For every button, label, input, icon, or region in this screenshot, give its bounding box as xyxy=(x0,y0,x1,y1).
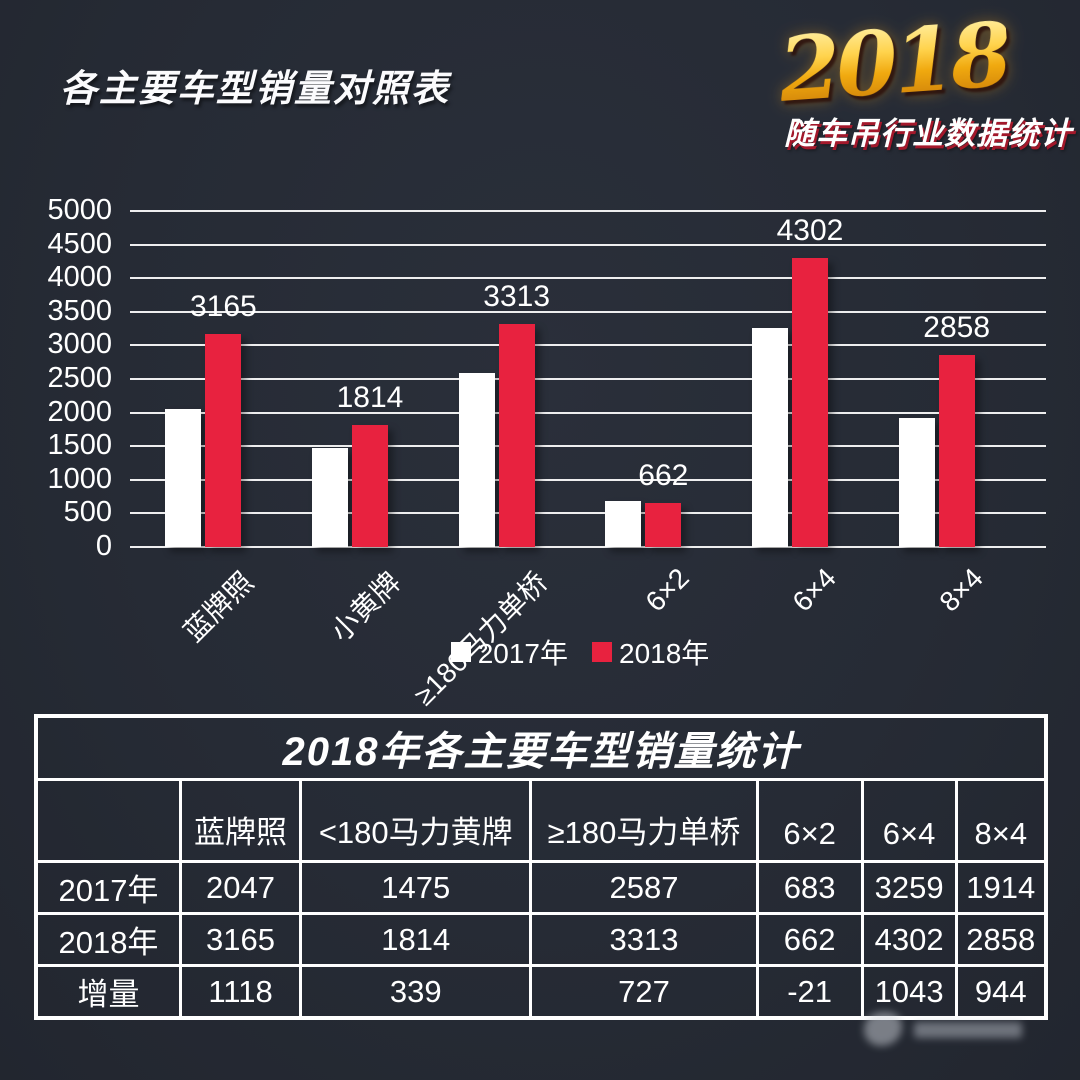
value-cell: 4302 xyxy=(860,912,958,967)
logo-2018: 2018 xyxy=(775,2,1012,122)
y-axis-tick-label: 2500 xyxy=(47,362,112,394)
watermark-text-blur xyxy=(914,1022,1022,1038)
y-axis-tick-label: 2000 xyxy=(47,395,112,428)
table-header-cell: 8×4 xyxy=(954,778,1048,863)
y-axis-tick-label: 4500 xyxy=(47,227,112,260)
value-cell: 2047 xyxy=(178,860,303,915)
value-cell: -21 xyxy=(755,964,864,1020)
y-axis-tick-label: 0 xyxy=(95,530,112,562)
y-axis-tick-label: 1500 xyxy=(47,429,112,462)
value-cell: 2858 xyxy=(954,912,1048,967)
legend-item: 2017年 xyxy=(450,632,568,672)
table-header-row: 蓝牌照 <180马力黄牌 ≥180马力单桥 6×2 6×4 8×4 xyxy=(34,778,1048,863)
table-row: 增量 1118 339 727 -21 1043 944 xyxy=(34,964,1048,1020)
bar-2017 xyxy=(165,409,202,547)
bar-value-label: 4302 xyxy=(776,213,844,247)
row-label-cell: 2017年 xyxy=(34,860,182,915)
value-cell: 1118 xyxy=(178,964,303,1020)
bar-2018 xyxy=(792,257,828,547)
page-title: 各主要车型销量对照表 xyxy=(60,68,450,109)
bar-2018 xyxy=(645,502,682,547)
value-cell: 727 xyxy=(529,964,759,1020)
bar-2017 xyxy=(898,418,935,547)
watermark-logo xyxy=(858,1008,1038,1054)
table-header-cell xyxy=(34,778,182,863)
value-cell: 1914 xyxy=(954,860,1048,915)
grid-line xyxy=(130,478,1046,481)
value-cell: 1814 xyxy=(299,912,533,967)
sales-summary-table: 2018年各主要车型销量统计 蓝牌照 <180马力黄牌 ≥180马力单桥 6×2 6×4 8… xyxy=(34,714,1048,1020)
legend-item: 2018年 xyxy=(592,632,709,672)
grid-line xyxy=(130,210,1046,212)
chart-legend: 2017年 2018年 xyxy=(40,632,1080,672)
value-cell: 683 xyxy=(755,860,864,915)
bar-value-label: 2858 xyxy=(923,310,991,344)
bar-2017 xyxy=(605,501,642,547)
value-cell: 1475 xyxy=(299,860,533,915)
y-axis-tick-label: 1000 xyxy=(47,462,112,495)
summary-table-wrapper: 2018年各主要车型销量统计 蓝牌照 <180马力黄牌 ≥180马力单桥 6×2 6×4 8… xyxy=(34,714,1048,1020)
bar-value-label: 1814 xyxy=(336,381,404,415)
value-cell: 662 xyxy=(755,912,864,967)
value-cell: 339 xyxy=(299,964,533,1020)
bar-2018 xyxy=(205,334,242,547)
grid-line xyxy=(130,512,1046,515)
grid-line xyxy=(130,445,1046,448)
grid-line xyxy=(130,310,1046,313)
bar-value-label: 662 xyxy=(638,458,689,492)
y-axis-tick-label: 3500 xyxy=(47,294,112,327)
value-cell: 1043 xyxy=(860,964,958,1020)
table-header-cell: <180马力黄牌 xyxy=(299,778,533,863)
bar-2018 xyxy=(938,354,975,547)
value-cell: 3313 xyxy=(529,912,759,967)
table-row: 2017年 2047 1475 2587 683 3259 1914 xyxy=(34,860,1048,915)
table-header-cell: 蓝牌照 xyxy=(178,778,303,863)
table-title: 2018年各主要车型销量统计 xyxy=(34,714,1048,781)
table-header-cell: 6×2 xyxy=(755,778,864,863)
y-axis-tick-label: 4000 xyxy=(47,261,112,294)
logo-subtitle: 随车吊行业数据统计 xyxy=(784,116,1072,151)
legend-label: 2018年 xyxy=(619,638,710,669)
legend-label: 2017年 xyxy=(477,638,568,669)
bar-2017 xyxy=(752,327,788,547)
bar-2017 xyxy=(458,373,495,547)
legend-swatch xyxy=(450,642,471,662)
y-axis-tick-label: 5000 xyxy=(47,194,112,226)
row-label-cell: 增量 xyxy=(34,964,182,1020)
y-axis-tick-label: 3000 xyxy=(47,328,112,361)
row-label-cell: 2018年 xyxy=(34,912,182,967)
watermark-icon xyxy=(864,1012,902,1046)
bar-value-label: 3165 xyxy=(189,290,257,324)
table-row: 2018年 3165 1814 3313 662 4302 2858 xyxy=(34,912,1048,967)
bar-value-label: 3313 xyxy=(483,280,551,314)
bar-2018 xyxy=(352,425,388,547)
grid-line xyxy=(130,277,1046,280)
legend-swatch xyxy=(592,642,612,662)
table-header-cell: ≥180马力单桥 xyxy=(529,778,759,863)
value-cell: 2587 xyxy=(529,860,759,915)
value-cell: 3259 xyxy=(860,860,958,915)
grid-line xyxy=(130,243,1046,246)
value-cell: 3165 xyxy=(178,912,303,967)
value-cell: 944 xyxy=(954,964,1048,1020)
table-header-cell: 6×4 xyxy=(860,778,958,863)
bar-2018 xyxy=(498,324,535,547)
y-axis-tick-label: 500 xyxy=(63,496,112,529)
bar-2017 xyxy=(312,447,348,547)
grid-line xyxy=(130,344,1046,347)
grid-line xyxy=(130,378,1046,380)
grid-line xyxy=(130,411,1046,414)
grid-line xyxy=(130,546,1046,548)
